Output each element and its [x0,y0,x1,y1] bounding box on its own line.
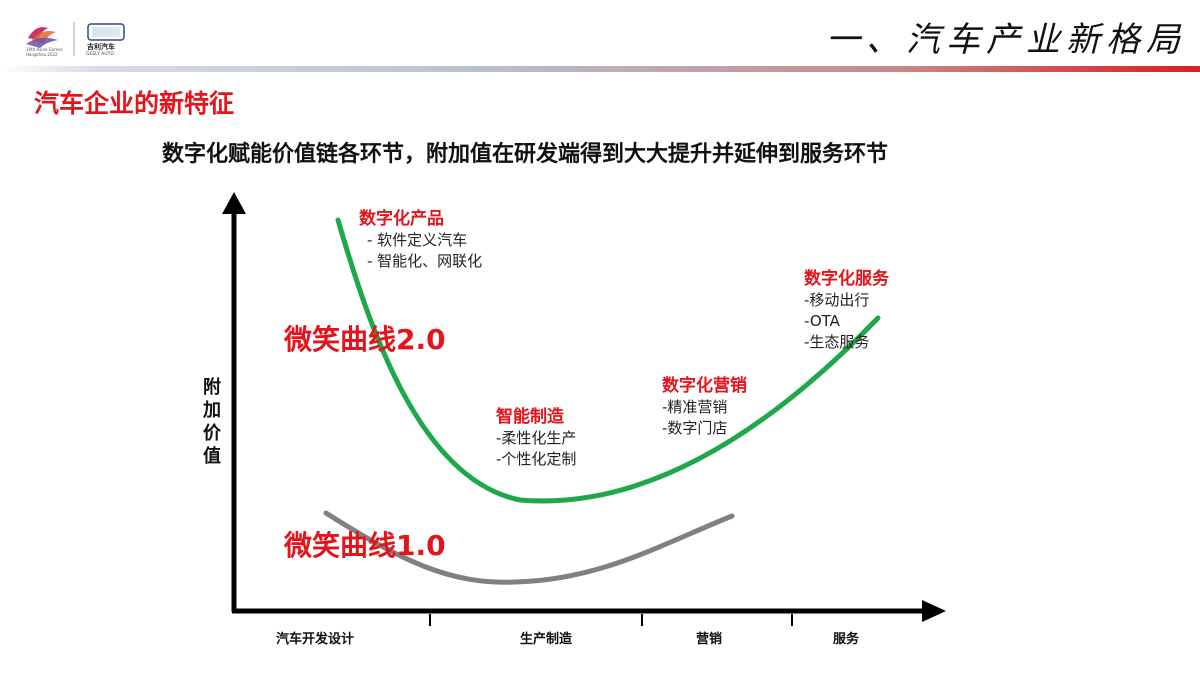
annotation-digital-product: 数字化产品 - 软件定义汽车 - 智能化、网联化 [359,208,482,272]
annotation-item: -生态服务 [804,333,870,351]
svg-text:GEELY AUTO: GEELY AUTO [86,51,114,57]
annotation-item: - 软件定义汽车 [367,231,468,249]
annotation-item: - 智能化、网联化 [367,252,483,270]
x-tick-label: 汽车开发设计 [276,632,355,647]
annotation-item: -精准营销 [662,398,728,416]
curve-label-v1: 微笑曲线1.0 [284,529,446,562]
annotation-item: -OTA [804,312,840,330]
slide-subtitle: 数字化赋能价值链各环节，附加值在研发端得到大大提升并延伸到服务环节 [162,142,889,167]
x-tick-label: 服务 [833,632,860,647]
annotation-title: 智能制造 [496,407,564,427]
brand-logo: 19th Asian Games Hangzhou 2022 吉利汽车 GEEL… [22,18,132,58]
annotation-item: -个性化定制 [496,450,577,468]
page-header-title: 一、汽车产业新格局 [826,20,1186,60]
y-axis-arrow-icon [222,192,246,214]
annotation-item: -数字门店 [662,419,728,437]
annotation-digital-marketing: 数字化营销 -精准营销 -数字门店 [662,375,747,439]
svg-text:19th Asian Games: 19th Asian Games [26,47,63,52]
annotation-title: 数字化服务 [804,269,889,289]
asian-games-emblem-icon: 19th Asian Games Hangzhou 2022 [26,27,63,57]
geely-logo-icon: 吉利汽车 GEELY AUTO [86,23,125,57]
x-axis-arrow-icon [922,600,946,622]
svg-text:吉利汽车: 吉利汽车 [87,42,115,51]
curve-label-v2: 微笑曲线2.0 [284,323,446,356]
annotation-smart-manufacturing: 智能制造 -柔性化生产 -个性化定制 [496,406,576,470]
section-title: 汽车企业的新特征 [34,89,235,118]
annotation-title: 数字化产品 [359,209,444,229]
annotation-title: 数字化营销 [662,376,747,396]
svg-text:Hangzhou 2022: Hangzhou 2022 [26,52,58,57]
smile-curve-2-line [335,217,881,504]
annotation-digital-service: 数字化服务 -移动出行 -OTA -生态服务 [804,268,889,353]
y-axis-label: 附 加 价 值 [203,377,221,467]
x-tick-label: 生产制造 [520,632,573,647]
header-divider [0,66,1200,72]
x-tick-label: 营销 [696,632,723,647]
annotation-item: -柔性化生产 [496,429,577,447]
smile-curve-1-line [323,510,735,585]
annotation-item: -移动出行 [804,291,870,309]
